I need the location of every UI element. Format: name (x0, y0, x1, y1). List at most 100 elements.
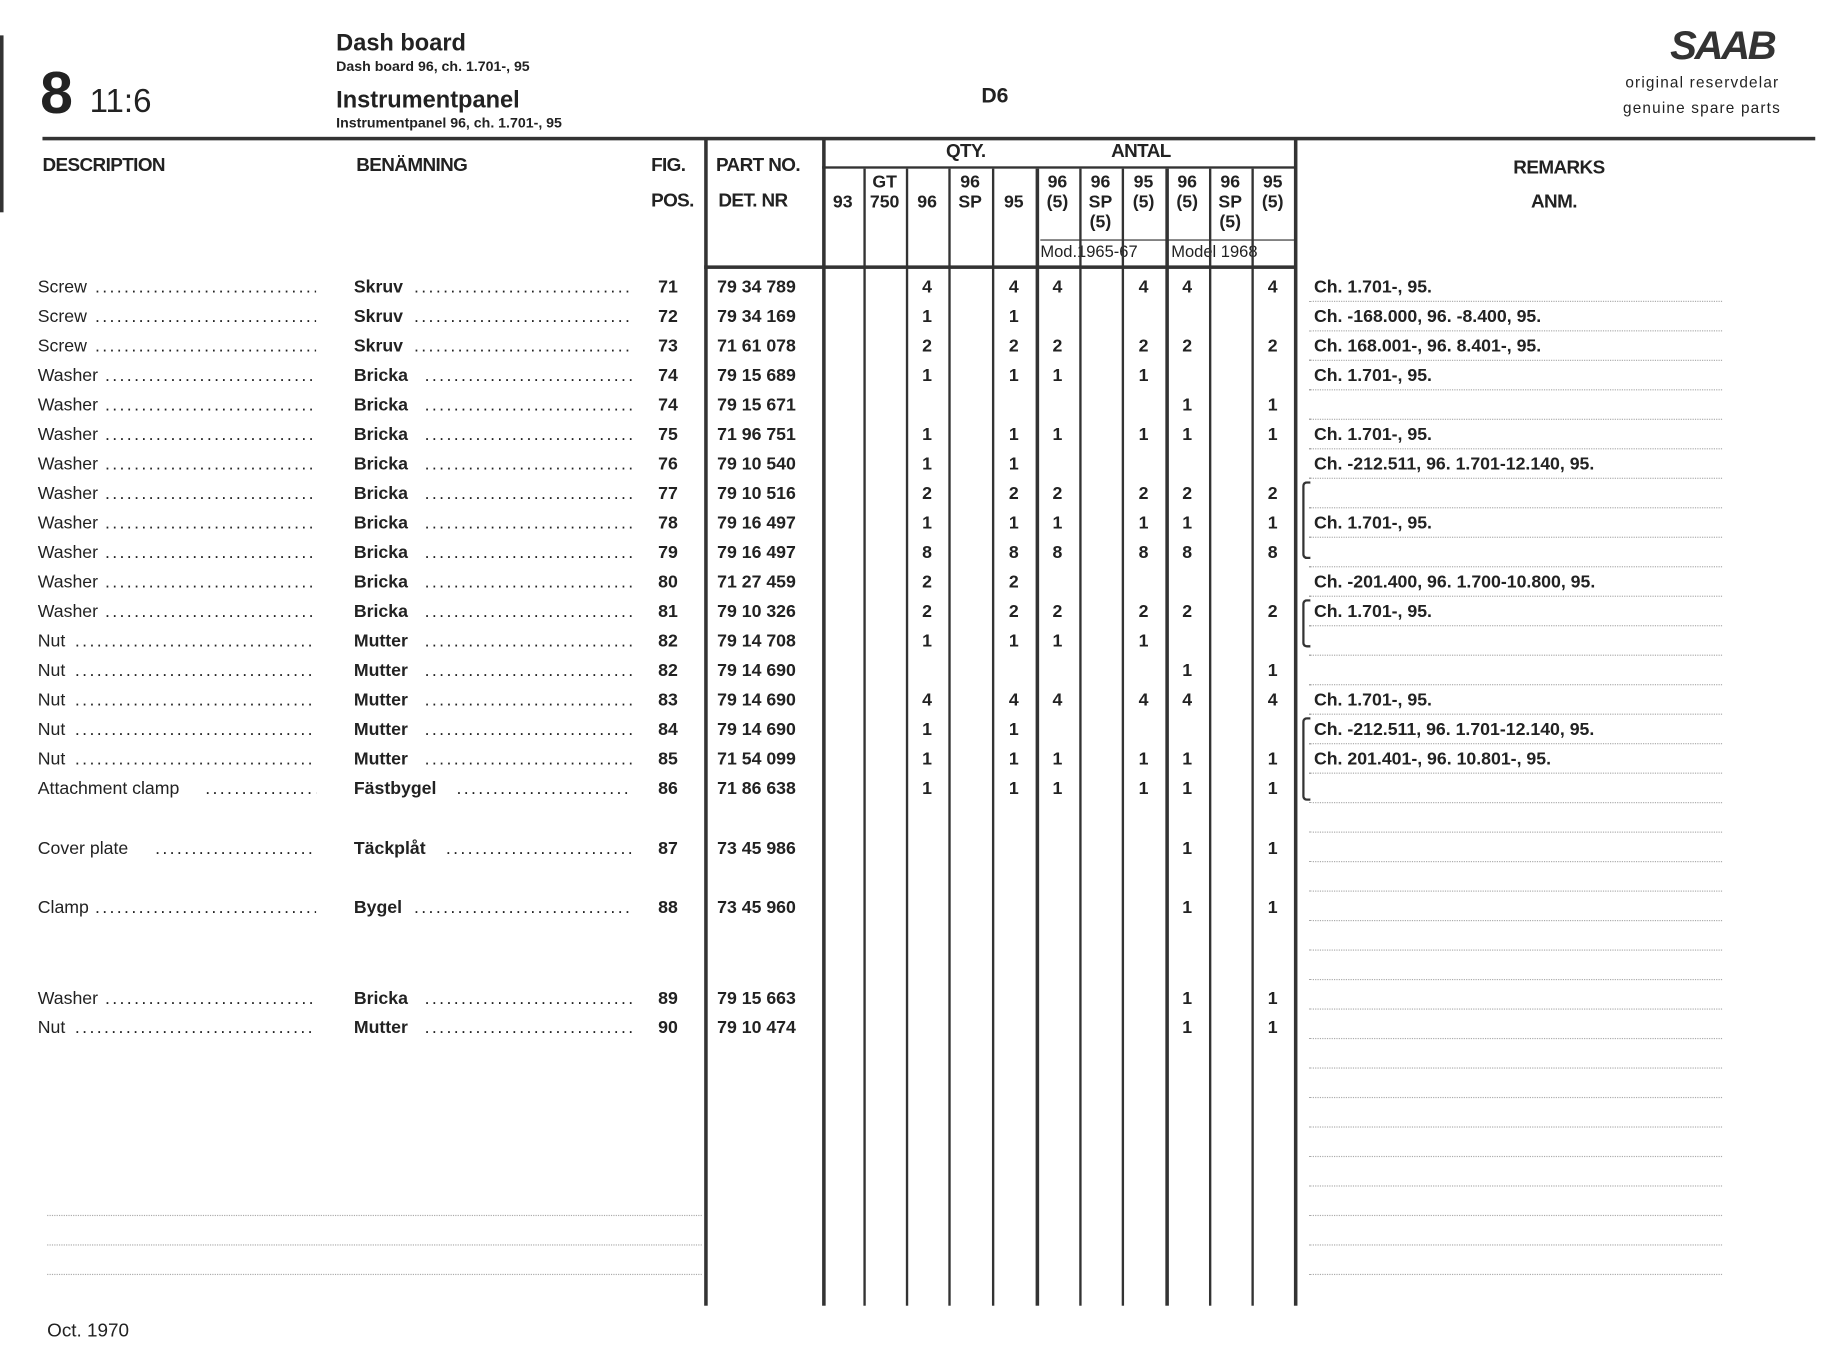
row-remark: Ch. 1.701-, 95. (1313, 690, 1432, 711)
dot-leader: ........................................ (94, 306, 316, 327)
row-qty: 1 (1052, 778, 1063, 799)
row-description: Attachment clamp (37, 778, 180, 799)
row-qty: 1 (922, 748, 933, 770)
row-benamning: Bricka (353, 424, 408, 445)
row-qty: 2 (922, 601, 933, 622)
dot-leader: ........................................ (74, 748, 316, 770)
dot-leader: ........................................ (414, 336, 633, 357)
col-description: DESCRIPTION (42, 155, 165, 176)
remark-rule (1309, 743, 1723, 745)
row-benamning: Skruv (353, 336, 404, 357)
remark-rule (1309, 566, 1723, 568)
remark-rule (1309, 1273, 1723, 1276)
row-description: Nut (37, 631, 66, 652)
dot-leader: ........................................ (104, 454, 317, 475)
row-qty: 1 (1267, 513, 1278, 534)
row-description: Nut (37, 719, 66, 740)
row-remark: Ch. 1.701-, 95. (1313, 424, 1432, 445)
qty-col-header: 96 (5) (1046, 172, 1069, 213)
row-remark: Ch. 201.401-, 96. 10.801-, 95. (1313, 748, 1552, 770)
remark-rule (1309, 1096, 1723, 1099)
remark-rule (1309, 978, 1723, 981)
row-description: Washer (37, 483, 99, 504)
dot-leader: ........................................ (424, 365, 633, 386)
qty-col-header: GT 750 (869, 172, 900, 213)
row-fig-pos: 84 (658, 719, 678, 740)
qty-col-header: 95 (5) (1132, 172, 1155, 213)
qty-column-line (991, 168, 995, 1306)
row-remark: Ch. 1.701-, 95. (1313, 601, 1432, 622)
row-fig-pos: 88 (658, 897, 678, 918)
remark-rule (1309, 772, 1723, 774)
row-description: Washer (37, 542, 99, 563)
dot-leader: ........................................ (445, 838, 632, 859)
row-qty: 2 (1008, 483, 1019, 504)
row-description: Nut (37, 748, 66, 770)
remark-rule (1309, 920, 1723, 922)
row-part-number: 73 45 960 (717, 897, 796, 918)
row-description: Washer (37, 572, 99, 593)
row-qty: 1 (1008, 306, 1019, 327)
row-qty: 2 (1008, 601, 1019, 622)
dot-leader: ........................................ (104, 572, 317, 593)
dot-leader: ........................................ (94, 277, 316, 298)
row-qty: 1 (1008, 424, 1019, 445)
col-pos: POS. (651, 191, 694, 212)
row-part-number: 79 10 326 (717, 601, 796, 622)
qty-column-line (1121, 168, 1125, 1306)
remark-rule (1309, 1126, 1723, 1128)
brace (1302, 717, 1311, 801)
row-remark: Ch. 168.001-, 96. 8.401-, 95. (1313, 336, 1542, 357)
row-part-number: 79 15 671 (717, 395, 796, 416)
row-benamning: Fästbygel (353, 778, 437, 799)
dot-leader: ........................................ (205, 778, 316, 799)
row-part-number: 79 15 689 (717, 365, 796, 386)
row-qty: 4 (1182, 690, 1193, 711)
dot-leader: ........................................ (424, 601, 633, 622)
row-qty: 2 (922, 336, 933, 357)
dot-leader: ........................................ (424, 513, 633, 534)
dot-leader: ........................................ (414, 897, 633, 918)
qty-col-header: 95 (5) (1261, 172, 1284, 213)
row-fig-pos: 81 (658, 601, 678, 622)
row-qty: 4 (922, 277, 933, 298)
row-qty: 8 (1008, 542, 1019, 563)
subtitle-en: Dash board 96, ch. 1.701-, 95 (336, 57, 530, 75)
row-qty: 8 (1052, 542, 1063, 563)
row-fig-pos: 83 (658, 690, 678, 711)
page-edge (0, 35, 4, 213)
dot-leader: ........................................ (414, 306, 633, 327)
title-sv: Instrumentpanel (336, 87, 520, 114)
row-qty: 1 (1182, 748, 1193, 770)
row-qty: 1 (1267, 897, 1278, 918)
qty-column-line (1293, 138, 1298, 1306)
row-qty: 1 (922, 454, 933, 475)
row-benamning: Mutter (353, 631, 408, 652)
row-qty: 1 (1267, 748, 1278, 770)
row-qty: 1 (1182, 424, 1193, 445)
remark-rule (1309, 507, 1723, 509)
remark-rule (1309, 802, 1723, 804)
row-benamning: Mutter (353, 1017, 408, 1038)
row-part-number: 79 16 497 (717, 542, 796, 563)
row-qty: 2 (1267, 483, 1278, 504)
row-qty: 2 (1008, 336, 1019, 357)
row-qty: 4 (1008, 690, 1019, 711)
row-qty: 2 (1138, 483, 1149, 504)
remark-rule (1309, 300, 1723, 302)
row-description: Nut (37, 1017, 66, 1038)
remark-rule (1309, 1214, 1723, 1217)
row-benamning: Mutter (353, 748, 408, 770)
row-qty: 1 (1138, 424, 1149, 445)
row-qty: 1 (1008, 719, 1019, 740)
row-part-number: 79 16 497 (717, 513, 796, 534)
row-qty: 1 (1008, 748, 1019, 770)
row-description: Washer (37, 513, 99, 534)
col-anm: ANM. (1530, 192, 1577, 213)
row-qty: 1 (1182, 395, 1193, 416)
row-qty: 1 (1138, 365, 1149, 386)
qty-col-header: 96 (917, 192, 937, 213)
row-qty: 2 (1182, 483, 1193, 504)
row-qty: 4 (1138, 690, 1149, 711)
row-fig-pos: 75 (658, 424, 678, 445)
